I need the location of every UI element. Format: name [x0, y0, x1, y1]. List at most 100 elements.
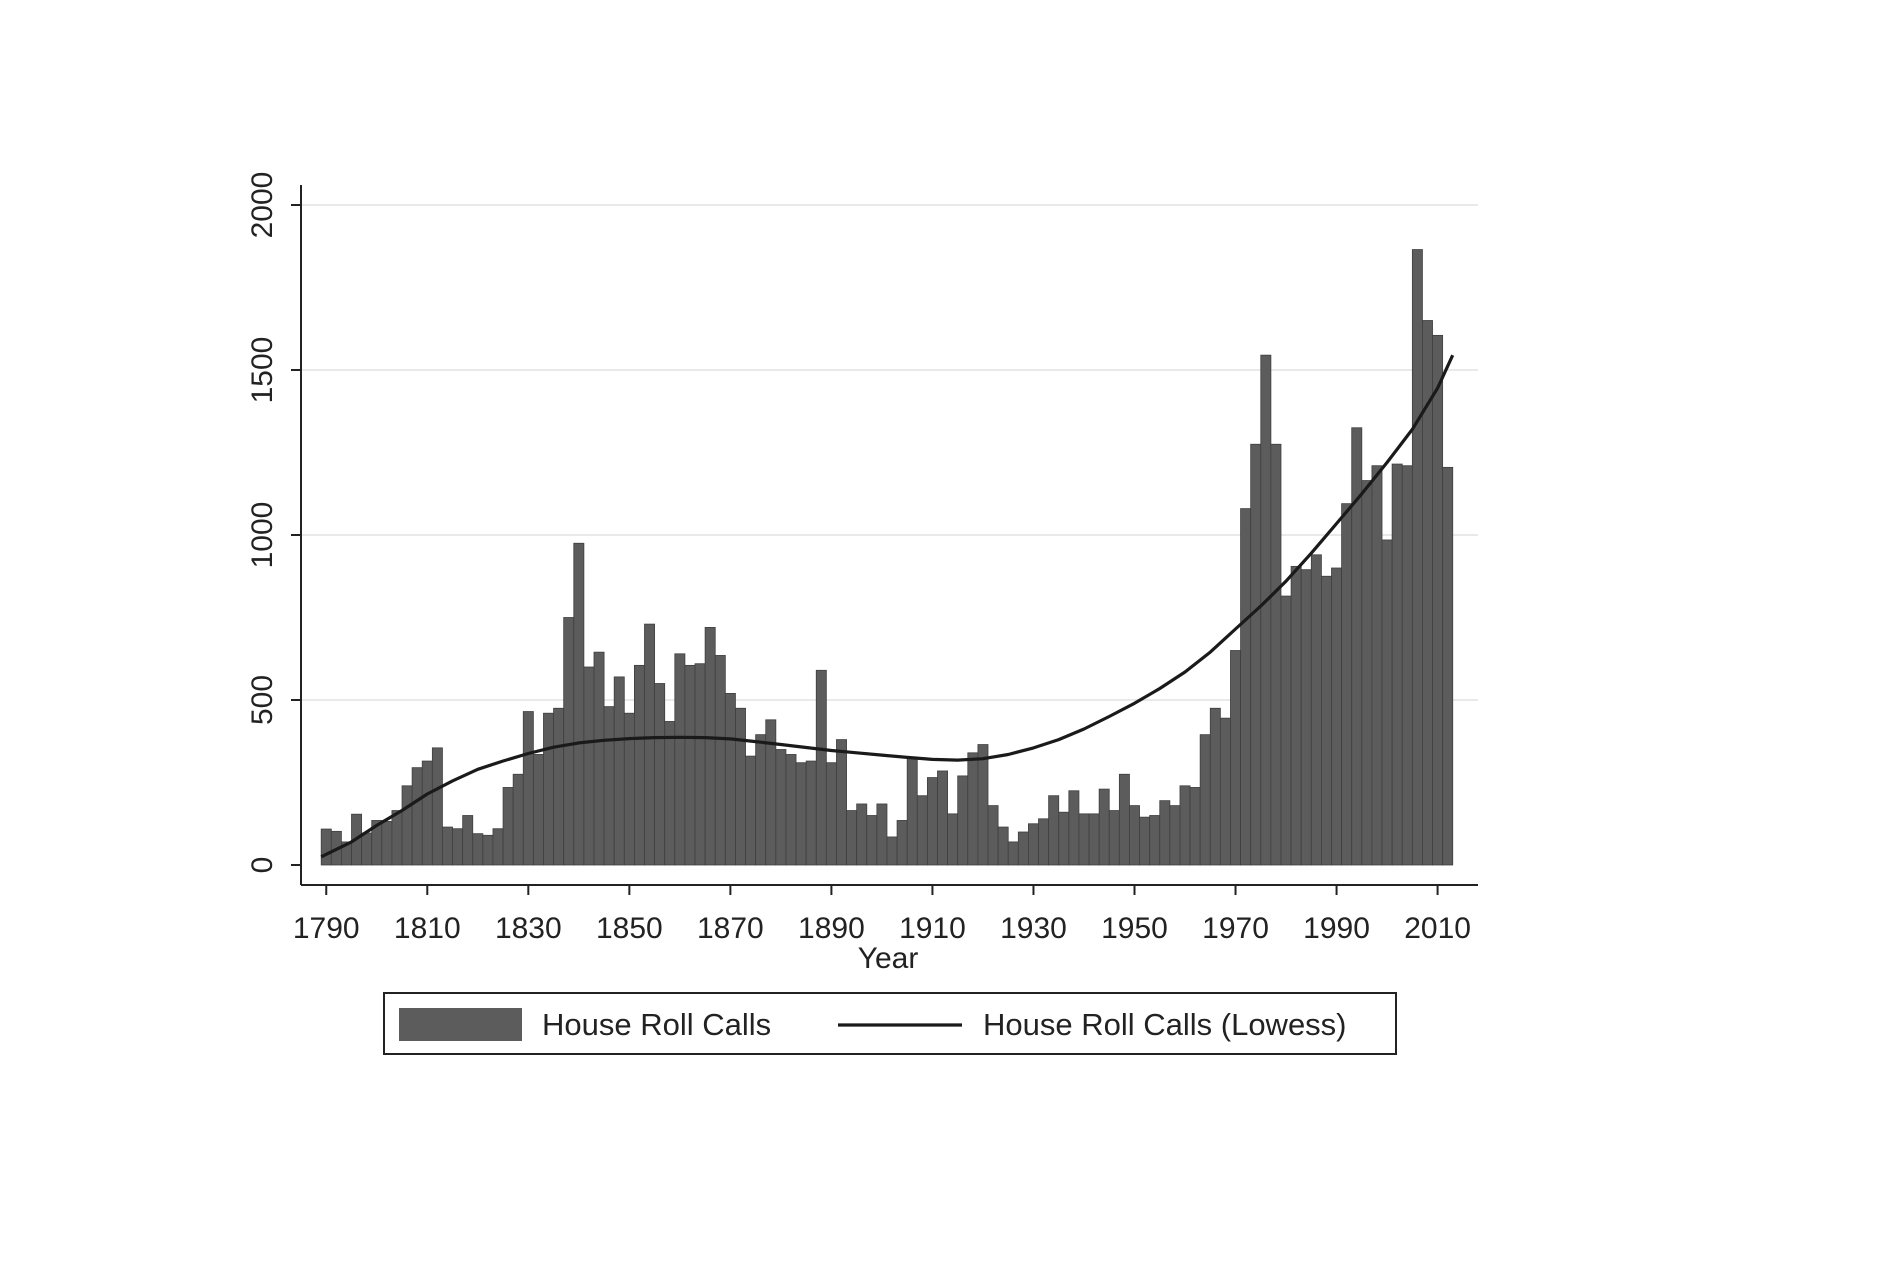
x-tick-label: 1930 [1000, 912, 1067, 945]
bar [1341, 503, 1353, 866]
bar [846, 810, 858, 866]
bar [1199, 734, 1211, 866]
bar [836, 739, 847, 866]
bar [1149, 815, 1161, 866]
bar [967, 752, 979, 866]
bar [421, 760, 433, 866]
bar [1129, 805, 1140, 866]
bar [987, 805, 999, 866]
bar [937, 770, 948, 866]
bar [431, 747, 443, 866]
bar [1169, 805, 1181, 866]
bar [543, 712, 554, 866]
bar [785, 754, 797, 866]
bar [1280, 595, 1292, 866]
legend-bar-swatch [399, 1008, 522, 1041]
bar [482, 834, 494, 866]
bar [957, 775, 969, 866]
bar [735, 707, 746, 866]
y-axis: 0 500 1000 1500 2000 [246, 172, 301, 874]
y-tick-label: 500 [246, 675, 279, 725]
bar [1209, 707, 1221, 866]
bar [583, 666, 595, 866]
bar [532, 754, 544, 866]
bar [522, 711, 534, 866]
bar [997, 826, 1009, 866]
bar [755, 734, 767, 866]
bar [361, 832, 373, 866]
bar [1391, 463, 1403, 866]
bar [805, 760, 817, 866]
x-tick-label: 1830 [495, 912, 562, 945]
x-tick-label: 1790 [293, 912, 360, 945]
bar [1250, 443, 1262, 866]
bar [1219, 717, 1231, 866]
bar [1442, 466, 1454, 866]
bar [472, 833, 484, 866]
bar [1240, 508, 1252, 866]
bar [1007, 841, 1019, 866]
bar [411, 767, 423, 866]
bar [886, 836, 898, 866]
bar [1401, 465, 1413, 866]
bar [1058, 811, 1070, 866]
bar [815, 669, 827, 866]
legend-label-line: House Roll Calls (Lowess) [983, 1007, 1347, 1042]
bar [1028, 823, 1039, 866]
bar [926, 777, 938, 866]
bar [452, 828, 464, 866]
bar [1048, 795, 1060, 866]
bar [856, 803, 868, 866]
bar [664, 721, 676, 866]
x-axis: 1790 1810 1830 1850 1870 1890 1910 1930 1950 1970… [293, 885, 1471, 945]
bar [1432, 334, 1444, 866]
bar [866, 815, 878, 866]
bar [1381, 539, 1393, 866]
bar [603, 706, 615, 866]
bar [825, 762, 837, 866]
x-tick-label: 1970 [1202, 912, 1269, 945]
bar [1260, 354, 1272, 866]
bar [1088, 813, 1100, 866]
x-tick-label: 1990 [1303, 912, 1370, 945]
bar [724, 693, 736, 866]
bar [694, 663, 706, 866]
bar [906, 757, 918, 866]
y-tick-label: 1000 [246, 502, 279, 569]
bar [684, 664, 696, 866]
x-axis-title: Year [858, 942, 919, 975]
bar [947, 813, 959, 866]
bar [1017, 831, 1029, 866]
bar [401, 785, 413, 866]
x-tick-label: 1870 [697, 912, 764, 945]
y-tick-label: 2000 [246, 172, 279, 239]
bar [381, 821, 393, 866]
bar [896, 820, 908, 866]
x-tick-label: 1850 [596, 912, 663, 945]
bar-series [320, 249, 1454, 866]
bar [1321, 575, 1332, 866]
lowess-line-series [320, 354, 1455, 859]
bar [1290, 565, 1302, 866]
x-tick-label: 2010 [1404, 912, 1471, 945]
bar [1310, 554, 1322, 866]
bar [1118, 773, 1130, 866]
bar [1411, 249, 1423, 866]
bar [593, 651, 605, 866]
x-tick-label: 1910 [899, 912, 966, 945]
y-tick-label: 1500 [246, 337, 279, 404]
bar [1300, 569, 1312, 866]
x-tick-label: 1890 [798, 912, 865, 945]
bar [442, 826, 453, 866]
bar [563, 617, 575, 866]
bar [1139, 816, 1151, 866]
x-tick-label: 1810 [394, 912, 461, 945]
bar [876, 803, 888, 866]
bar [1068, 790, 1080, 866]
bar [644, 623, 656, 866]
bar [1189, 787, 1201, 866]
bar [502, 787, 514, 866]
y-tick-label: 0 [246, 857, 279, 874]
bar [654, 683, 666, 866]
